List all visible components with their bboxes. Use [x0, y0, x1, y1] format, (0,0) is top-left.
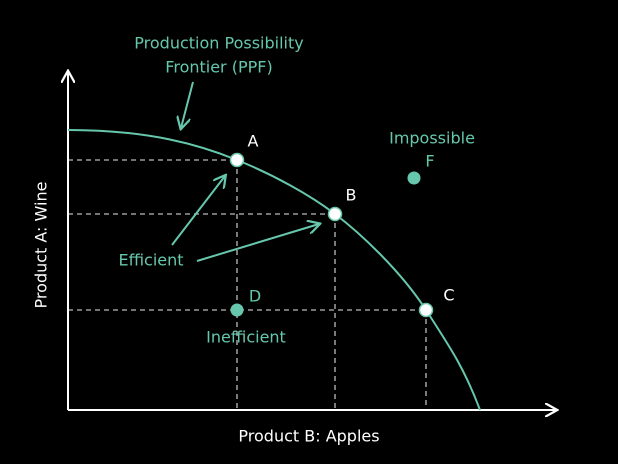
- guide-lines: [68, 159, 427, 410]
- point-a: [229, 152, 245, 168]
- point-label: A: [248, 132, 259, 151]
- point-label: F: [425, 152, 434, 171]
- title-line: Frontier (PPF): [165, 58, 272, 77]
- point-label: D: [249, 287, 261, 306]
- inefficient-label: Inefficient: [206, 328, 286, 347]
- point-b: [327, 206, 343, 222]
- point-d: [230, 303, 244, 317]
- title-arrow: [181, 81, 194, 128]
- point-label: C: [443, 286, 454, 305]
- point-label: B: [346, 186, 357, 205]
- x-axis-label: Product B: Apples: [238, 427, 379, 446]
- efficient-label: Efficient: [118, 251, 183, 270]
- efficient-arrow: [196, 224, 319, 262]
- title-line: Production Possibility: [134, 34, 303, 53]
- point-c: [418, 302, 434, 318]
- efficient-arrow: [171, 176, 225, 246]
- dashed-guides: [68, 159, 427, 410]
- impossible-label: Impossible: [389, 129, 475, 148]
- point-f: [407, 171, 421, 185]
- y-axis-label: Product A: Wine: [32, 182, 51, 309]
